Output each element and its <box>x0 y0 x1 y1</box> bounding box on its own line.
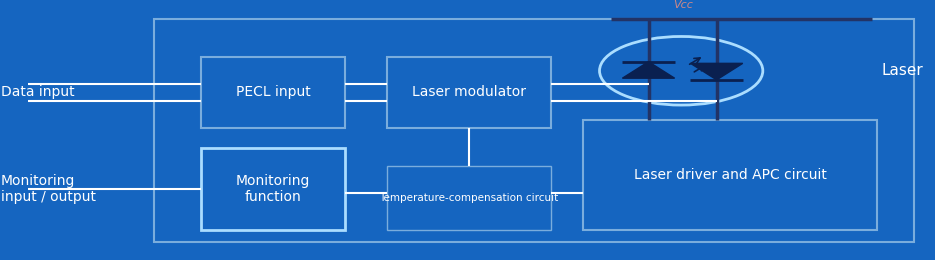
Text: Monitoring
function: Monitoring function <box>236 174 310 204</box>
Text: Laser modulator: Laser modulator <box>412 85 525 99</box>
Text: Laser: Laser <box>882 63 924 78</box>
Text: Laser driver and APC circuit: Laser driver and APC circuit <box>634 168 827 182</box>
Bar <box>387 166 551 230</box>
Bar <box>201 57 345 128</box>
Bar <box>583 120 877 230</box>
Text: Vcc: Vcc <box>672 0 693 10</box>
Bar <box>201 148 345 230</box>
Bar <box>387 57 551 128</box>
Text: Monitoring
input / output: Monitoring input / output <box>1 174 96 204</box>
Polygon shape <box>690 63 742 80</box>
Bar <box>154 19 914 242</box>
Text: Data input: Data input <box>1 85 75 99</box>
Text: Temperature-compensation circuit: Temperature-compensation circuit <box>380 193 558 203</box>
Polygon shape <box>623 62 675 78</box>
Text: PECL input: PECL input <box>236 85 310 99</box>
